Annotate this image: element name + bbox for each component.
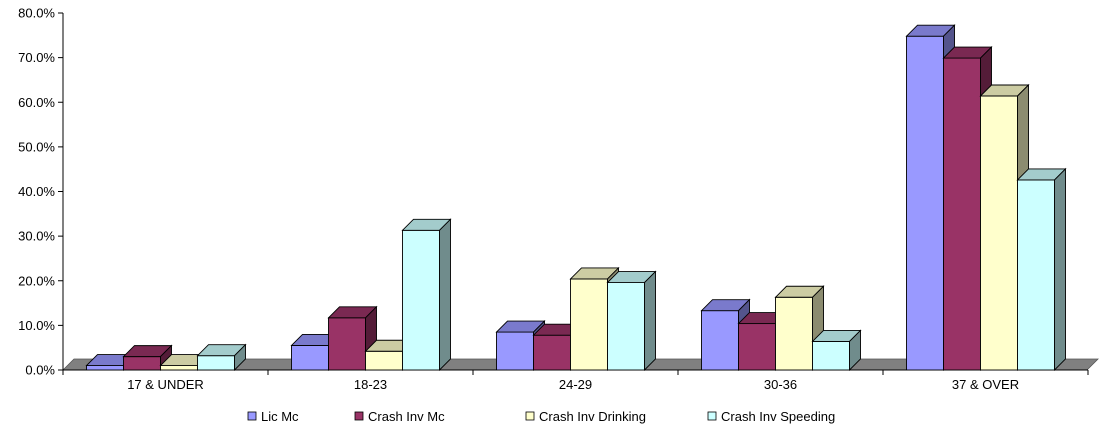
x-tick-label: 30-36 (764, 377, 797, 392)
x-tick-label: 18-23 (354, 377, 387, 392)
legend-swatch (707, 411, 717, 421)
bar-front (160, 365, 198, 371)
legend-swatch (247, 411, 257, 421)
bar (606, 270, 657, 372)
x-tick-label: 37 & OVER (952, 377, 1019, 392)
bar-side (1054, 167, 1066, 372)
bar (1016, 167, 1067, 372)
y-tick-label: 40.0% (18, 184, 55, 199)
bar-front (402, 229, 440, 371)
y-tick-label: 20.0% (18, 273, 55, 288)
bar-front (123, 356, 161, 371)
y-tick-label: 70.0% (18, 50, 55, 65)
bar-front (197, 355, 235, 371)
tick-labels: 0.0% 10.0% 20.0% 30.0% 40.0% 50.0% 60.0% 70.0% 8… (18, 6, 1019, 393)
legend-label: Crash Inv Drinking (539, 409, 646, 424)
legend-item: Crash Inv Speeding (707, 409, 835, 424)
bar-front (533, 334, 571, 371)
bars (85, 24, 1067, 372)
bar-front (812, 340, 850, 371)
legend-item: Crash Inv Mc (354, 409, 445, 424)
y-tick-label: 50.0% (18, 139, 55, 154)
y-tick-label: 10.0% (18, 318, 55, 333)
bar-front (1017, 179, 1055, 371)
bar-front (365, 350, 403, 371)
bar-side (439, 218, 451, 372)
legend-item: Crash Inv Drinking (525, 409, 646, 424)
bar (401, 218, 452, 372)
legend-label: Crash Inv Mc (368, 409, 445, 424)
bar-front (570, 278, 608, 371)
y-tick-label: 80.0% (18, 6, 55, 21)
bar-side (644, 270, 656, 372)
bar-front (496, 331, 534, 371)
bar-front (291, 345, 329, 371)
legend-item: Lic Mc (247, 409, 299, 424)
bar-side (849, 329, 861, 372)
bar-front (328, 317, 366, 371)
bar-front (980, 95, 1018, 371)
bar (700, 298, 751, 372)
bar (327, 305, 378, 372)
legend-swatch (525, 411, 535, 421)
bar (196, 343, 247, 372)
x-tick-label: 24-29 (559, 377, 592, 392)
bar-side (234, 343, 246, 372)
bar-front (738, 323, 776, 371)
legend-swatch (354, 411, 364, 421)
bar (811, 329, 862, 372)
x-tick-label: 17 & UNDER (127, 377, 204, 392)
bar-front (775, 296, 813, 371)
bar-front (701, 310, 739, 371)
bar-front (906, 35, 944, 371)
legend: Lic Mc Crash Inv Mc Crash Inv Drinking Cras… (247, 409, 835, 424)
y-tick-label: 30.0% (18, 229, 55, 244)
bar-front (607, 282, 645, 371)
legend-label: Lic Mc (261, 409, 299, 424)
bar-front (943, 57, 981, 371)
y-tick-label: 0.0% (25, 363, 55, 378)
legend-label: Crash Inv Speeding (721, 409, 835, 424)
y-tick-label: 60.0% (18, 95, 55, 110)
bar-front (86, 365, 124, 371)
